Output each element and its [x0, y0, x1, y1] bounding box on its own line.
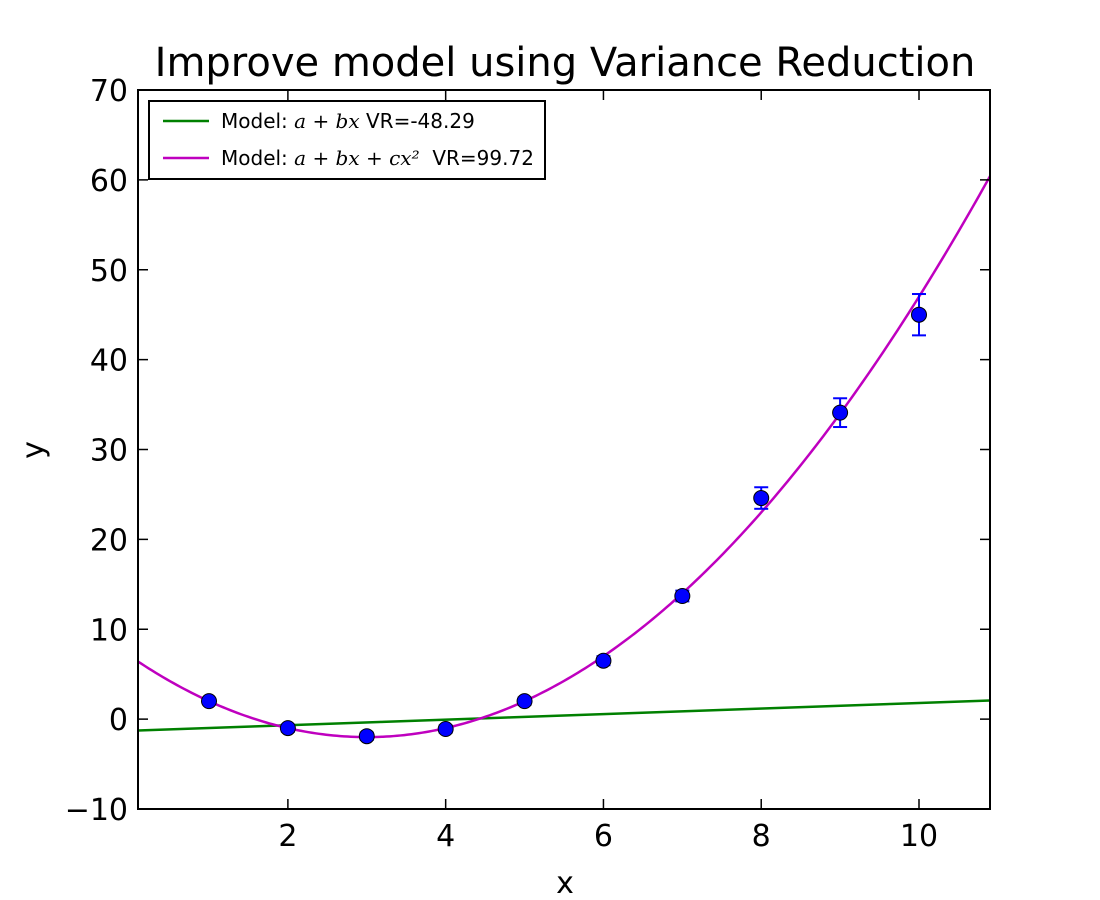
data-point: [832, 404, 849, 421]
data-point: [358, 728, 375, 745]
y-tick-label: 0: [109, 703, 128, 738]
data-point: [753, 490, 770, 507]
y-tick-label: 10: [90, 613, 128, 648]
y-tick-label: 40: [90, 344, 128, 379]
data-point: [516, 693, 533, 710]
data-point: [595, 652, 612, 669]
legend-label-linear: Model: a + bx VR=-48.29: [221, 109, 475, 133]
x-axis-label: x: [556, 866, 574, 900]
series-line-linear: [138, 699, 990, 732]
x-tick-label: 6: [594, 819, 613, 854]
y-tick-label: 60: [90, 164, 128, 199]
plot-frame: [137, 89, 991, 810]
legend-label-linear-math: a + bx: [294, 109, 359, 133]
x-tick-label: 2: [278, 819, 297, 854]
legend-label-quadratic: Model: a + bx + cx² VR=99.72: [221, 146, 534, 170]
legend-label-linear-prefix: Model:: [221, 109, 294, 133]
series-line-quadratic: [138, 175, 990, 739]
data-point: [279, 720, 296, 737]
y-tick-label: 20: [90, 523, 128, 558]
chart-title: Improve model using Variance Reduction: [155, 40, 976, 86]
legend-label-quadratic-suffix: VR=99.72: [420, 146, 534, 170]
y-tick-label: 30: [90, 434, 128, 469]
axis-ticks: 2 4 6 8 10 −10 0 10 20 30 40 50 60 70: [65, 74, 990, 854]
legend-label-quadratic-math: a + bx + cx²: [294, 146, 419, 170]
y-tick-label: 50: [90, 254, 128, 289]
data-point: [911, 306, 927, 323]
plot-area: [138, 175, 990, 745]
y-tick-label: 70: [90, 74, 128, 109]
x-tick-label: 4: [436, 819, 455, 854]
y-tick-label: −10: [65, 793, 128, 828]
legend: Model: a + bx VR=-48.29 Model: a + bx + …: [148, 100, 546, 180]
data-point: [437, 721, 454, 738]
y-axis-label: y: [16, 441, 51, 459]
legend-label-linear-suffix: VR=-48.29: [360, 109, 475, 133]
data-point: [674, 587, 691, 604]
legend-box: [148, 100, 546, 180]
x-tick-label: 10: [900, 819, 938, 854]
data-point: [201, 693, 217, 710]
legend-label-quadratic-prefix: Model:: [221, 146, 294, 170]
x-tick-label: 8: [752, 819, 771, 854]
